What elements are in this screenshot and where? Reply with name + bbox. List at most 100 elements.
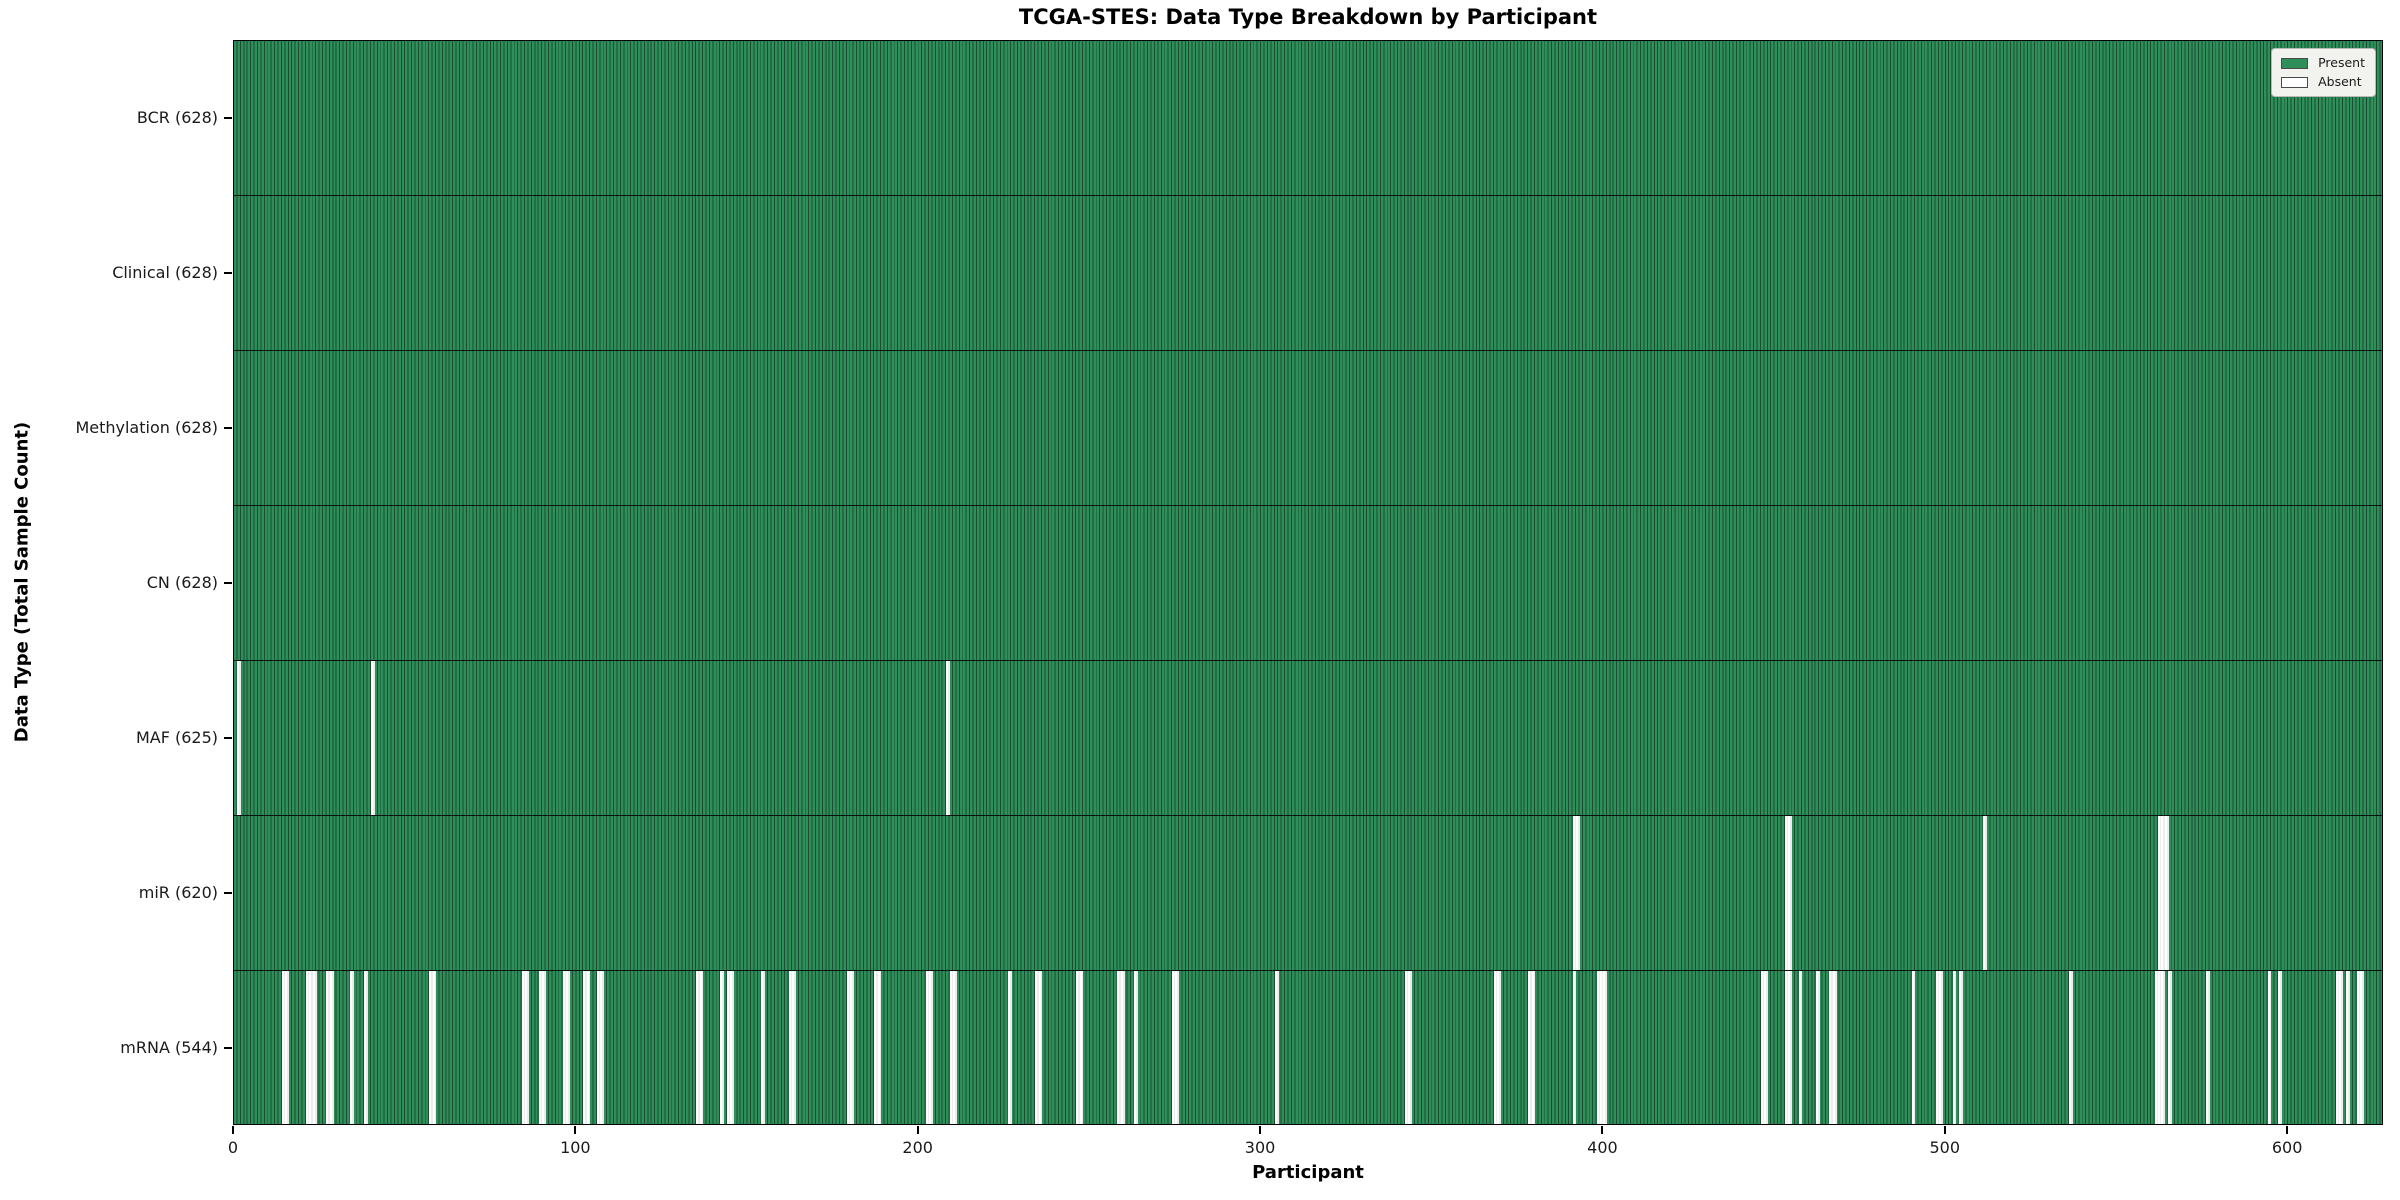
absent-cell: [1076, 971, 1080, 1124]
absent-cell: [1983, 816, 1988, 970]
absent-cell: [1493, 971, 1498, 1124]
absent-cell: [600, 971, 605, 1124]
absent-cell: [1404, 971, 1409, 1124]
absent-cell: [850, 971, 855, 1124]
absent-cell: [1408, 971, 1413, 1124]
absent-cell: [525, 971, 529, 1124]
absent-cell: [1798, 971, 1803, 1124]
absent-cell: [720, 971, 724, 1124]
absent-cell: [2154, 971, 2159, 1124]
absent-cell: [1175, 971, 1180, 1124]
absent-cell: [1274, 971, 1279, 1124]
absent-cell: [726, 971, 731, 1124]
x-tick-label: 500: [1929, 1138, 1961, 1157]
row-CN: [234, 506, 2382, 661]
absent-cell: [1938, 971, 1943, 1124]
present-swatch-icon: [2281, 57, 2309, 69]
absent-cell: [596, 971, 601, 1124]
row-miR: [234, 816, 2382, 971]
x-tick-mark: [232, 1126, 234, 1134]
absent-cell: [2069, 971, 2073, 1124]
x-axis-label: Participant: [1252, 1162, 1364, 1183]
absent-cell: [237, 661, 242, 815]
x-tick-mark: [1259, 1126, 1262, 1134]
absent-cell: [874, 971, 879, 1124]
absent-cell: [350, 971, 355, 1124]
absent-cell: [2161, 971, 2166, 1124]
absent-cell: [1959, 971, 1964, 1124]
absent-cell: [946, 661, 950, 815]
absent-cell: [925, 971, 930, 1124]
x-tick-mark: [916, 1126, 919, 1134]
absent-cell: [1497, 971, 1502, 1124]
absent-cell: [788, 971, 793, 1124]
absent-cell: [1784, 971, 1789, 1124]
absent-cell: [1120, 971, 1125, 1124]
y-tick-mark: [224, 426, 232, 429]
absent-cell: [1528, 971, 1532, 1124]
x-tick-label: 200: [902, 1138, 933, 1157]
absent-cell: [1815, 971, 1820, 1124]
absent-cell: [312, 971, 317, 1124]
absent-cell: [761, 971, 766, 1124]
absent-cell: [2277, 971, 2282, 1124]
y-tick-mark: [224, 271, 232, 274]
legend-label-absent: Absent: [2318, 74, 2362, 89]
row-BCR: [234, 41, 2382, 196]
absent-cell: [1832, 971, 1837, 1124]
absent-cell: [1788, 971, 1793, 1124]
absent-cell: [281, 971, 286, 1124]
absent-cell: [370, 661, 375, 815]
absent-cell: [586, 971, 591, 1124]
absent-cell: [2339, 971, 2344, 1124]
legend: Present Absent: [2271, 48, 2376, 97]
legend-label-present: Present: [2318, 55, 2365, 70]
absent-cell: [1952, 971, 1957, 1124]
y-tick-label: CN (628): [146, 572, 218, 592]
x-tick-label: 300: [1244, 1138, 1276, 1157]
absent-cell: [2346, 971, 2351, 1124]
x-tick-label: 0: [227, 1138, 239, 1157]
y-tick-label: Clinical (628): [112, 262, 218, 282]
absent-cell: [1576, 816, 1580, 970]
absent-cell: [326, 971, 331, 1124]
chart-title: TCGA-STES: Data Type Breakdown by Partic…: [1018, 5, 1598, 29]
absent-cell: [928, 971, 933, 1124]
y-tick-mark: [224, 581, 232, 584]
legend-item-present: Present: [2281, 56, 2365, 70]
x-tick-label: 100: [560, 1138, 591, 1157]
y-tick-label: Methylation (628): [75, 417, 218, 437]
absent-cell: [566, 971, 570, 1124]
y-tick-mark: [224, 891, 232, 894]
absent-cell: [538, 971, 543, 1124]
x-tick-mark: [2286, 1126, 2289, 1134]
absent-cell: [2360, 971, 2364, 1124]
plot-area: Present Absent: [233, 40, 2383, 1125]
absent-cell: [1760, 971, 1765, 1124]
absent-cell: [521, 971, 526, 1124]
absent-cell: [1035, 971, 1039, 1124]
y-tick-label: BCR (628): [136, 107, 218, 127]
absent-cell: [285, 971, 290, 1124]
absent-cell: [1911, 971, 1916, 1124]
absent-cell: [329, 971, 334, 1124]
absent-cell: [1603, 971, 1608, 1124]
absent-cell: [432, 971, 437, 1124]
row-Methylation: [234, 351, 2382, 506]
absent-cell: [1531, 971, 1536, 1124]
row-MAF: [234, 661, 2382, 816]
absent-cell: [309, 971, 314, 1124]
y-tick-mark: [224, 116, 232, 119]
absent-cell: [562, 971, 567, 1124]
absent-cell: [1935, 971, 1940, 1124]
x-tick-label: 600: [2271, 1138, 2303, 1157]
y-tick-label: miR (620): [138, 882, 218, 902]
absent-cell: [305, 971, 310, 1124]
absent-cell: [1784, 816, 1789, 970]
absent-cell: [2267, 971, 2272, 1124]
absent-cell: [949, 971, 954, 1124]
absent-cell: [1829, 971, 1834, 1124]
absent-cell: [2164, 816, 2169, 970]
absent-cell: [952, 971, 957, 1124]
